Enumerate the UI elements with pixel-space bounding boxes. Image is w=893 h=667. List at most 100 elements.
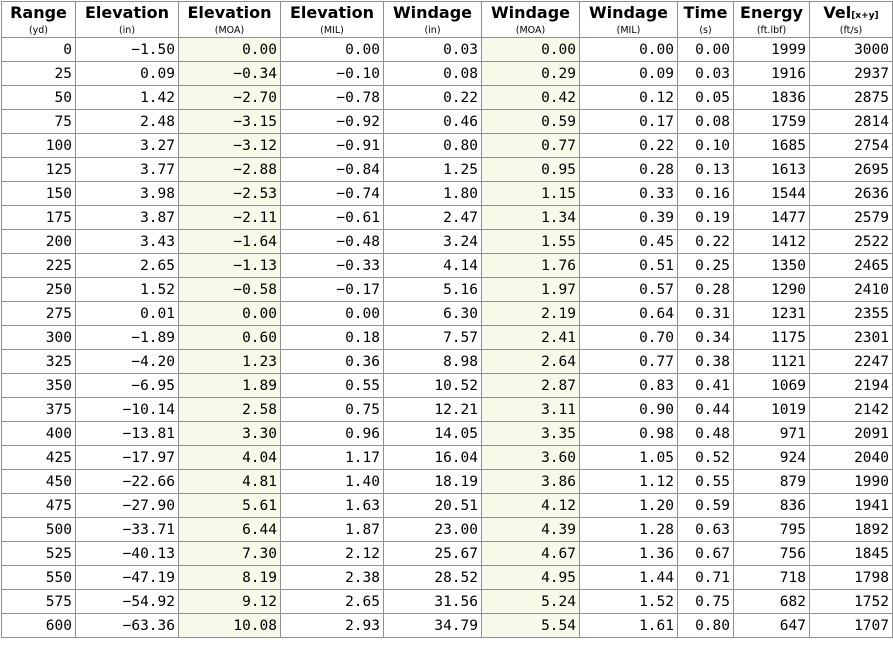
column-title: Vel [823, 3, 852, 22]
table-cell: 4.39 [481, 517, 580, 542]
column-unit: (ft.lbf) [733, 23, 810, 38]
table-cell: −0.91 [280, 133, 384, 158]
column-title: Elevation [84, 3, 169, 22]
table-cell: 2.87 [481, 373, 580, 398]
table-cell: −0.58 [178, 277, 281, 302]
table-cell: 1477 [733, 205, 810, 230]
table-cell: 0.45 [579, 229, 678, 254]
table-cell: 647 [733, 613, 810, 638]
table-row: 100 3.27 −3.12 −0.91 0.80 0.77 0.22 0.10 1685 275… [1, 133, 893, 158]
table-cell: −1.13 [178, 253, 281, 278]
table-cell: 2814 [809, 109, 893, 134]
table-cell: 3000 [809, 37, 893, 62]
table-cell: 2355 [809, 301, 893, 326]
table-cell: −40.13 [75, 541, 179, 566]
table-cell: 3.27 [75, 133, 179, 158]
table-cell: 0.16 [677, 181, 734, 206]
table-cell: 28.52 [383, 565, 482, 590]
table-cell: 2465 [809, 253, 893, 278]
table-cell: 0.00 [178, 37, 281, 62]
table-cell: 0.80 [383, 133, 482, 158]
table-cell: 20.51 [383, 493, 482, 518]
table-cell: −1.64 [178, 229, 281, 254]
table-cell: 0.03 [677, 61, 734, 86]
table-row: 0 −1.50 0.00 0.00 0.03 0.00 0.00 0.00 1999 3000 [1, 37, 893, 62]
table-cell: 0.59 [677, 493, 734, 518]
table-cell: 0.28 [579, 157, 678, 182]
column-unit: (in) [75, 23, 179, 38]
table-cell: 0.77 [481, 133, 580, 158]
table-cell: 0.52 [677, 445, 734, 470]
table-cell: 1.12 [579, 469, 678, 494]
table-cell: 1.17 [280, 445, 384, 470]
table-cell: 0.36 [280, 349, 384, 374]
column-unit: (in) [383, 23, 482, 38]
table-cell: 2695 [809, 157, 893, 182]
table-cell: −47.19 [75, 565, 179, 590]
table-row: 575 −54.92 9.12 2.65 31.56 5.24 1.52 0.75 682 175… [1, 589, 893, 614]
table-cell: 1544 [733, 181, 810, 206]
table-cell: 500 [1, 517, 76, 542]
table-cell: 0.48 [677, 421, 734, 446]
table-cell: −0.48 [280, 229, 384, 254]
header-row: Range Elevation Elevation Elevation Windage W… [1, 1, 893, 23]
table-cell: 0.33 [579, 181, 678, 206]
table-cell: 0.34 [677, 325, 734, 350]
table-row: 600 −63.36 10.08 2.93 34.79 5.54 1.61 0.80 647 17… [1, 613, 893, 638]
column-title: Energy [740, 3, 803, 22]
table-cell: 0.59 [481, 109, 580, 134]
table-cell: 971 [733, 421, 810, 446]
column-unit: (MOA) [481, 23, 580, 38]
table-cell: 1759 [733, 109, 810, 134]
table-cell: 2.12 [280, 541, 384, 566]
table-cell: 0.28 [677, 277, 734, 302]
table-cell: 3.87 [75, 205, 179, 230]
table-cell: 1.05 [579, 445, 678, 470]
table-cell: 50 [1, 85, 76, 110]
table-cell: 2301 [809, 325, 893, 350]
table-cell: 5.16 [383, 277, 482, 302]
table-row: 500 −33.71 6.44 1.87 23.00 4.39 1.28 0.63 795 189… [1, 517, 893, 542]
table-cell: 0.22 [579, 133, 678, 158]
table-cell: 0.29 [481, 61, 580, 86]
table-cell: −10.14 [75, 397, 179, 422]
table-cell: 0.42 [481, 85, 580, 110]
column-unit: (MIL) [579, 23, 678, 38]
table-row: 250 1.52 −0.58 −0.17 5.16 1.97 0.57 0.28 1290 241… [1, 277, 893, 302]
table-cell: 0.08 [677, 109, 734, 134]
table-cell: 0.96 [280, 421, 384, 446]
table-cell: 0.25 [677, 253, 734, 278]
table-cell: −2.88 [178, 157, 281, 182]
table-cell: 0 [1, 37, 76, 62]
table-cell: −0.17 [280, 277, 384, 302]
table-cell: −0.74 [280, 181, 384, 206]
table-row: 200 3.43 −1.64 −0.48 3.24 1.55 0.45 0.22 1412 252… [1, 229, 893, 254]
table-cell: −0.34 [178, 61, 281, 86]
table-cell: 836 [733, 493, 810, 518]
table-cell: 0.64 [579, 301, 678, 326]
table-cell: 300 [1, 325, 76, 350]
table-cell: 0.08 [383, 61, 482, 86]
table-cell: 14.05 [383, 421, 482, 446]
table-cell: 0.00 [579, 37, 678, 62]
table-cell: 2091 [809, 421, 893, 446]
table-row: 275 0.01 0.00 0.00 6.30 2.19 0.64 0.31 1231 2355 [1, 301, 893, 326]
table-cell: 1798 [809, 565, 893, 590]
table-cell: 550 [1, 565, 76, 590]
table-row: 300 −1.89 0.60 0.18 7.57 2.41 0.70 0.34 1175 2301 [1, 325, 893, 350]
table-cell: 4.12 [481, 493, 580, 518]
table-cell: 0.60 [178, 325, 281, 350]
table-cell: 1.52 [75, 277, 179, 302]
table-cell: 0.41 [677, 373, 734, 398]
table-row: 325 −4.20 1.23 0.36 8.98 2.64 0.77 0.38 1121 2247 [1, 349, 893, 374]
table-cell: 2636 [809, 181, 893, 206]
column-header: Energy [733, 1, 810, 23]
table-cell: 2.65 [280, 589, 384, 614]
table-cell: 0.77 [579, 349, 678, 374]
table-cell: 0.12 [579, 85, 678, 110]
table-cell: 2.47 [383, 205, 482, 230]
table-cell: 0.75 [677, 589, 734, 614]
table-cell: 0.10 [677, 133, 734, 158]
table-cell: −54.92 [75, 589, 179, 614]
table-cell: 0.83 [579, 373, 678, 398]
